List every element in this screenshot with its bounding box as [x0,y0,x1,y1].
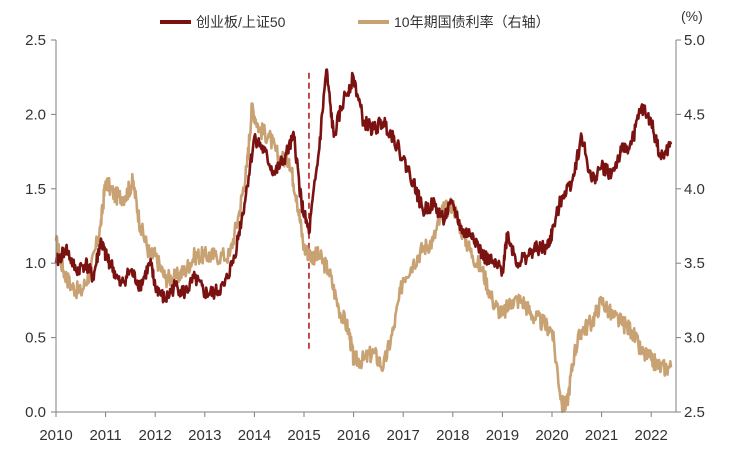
legend: 创业板/上证50 10年期国债利率（右轴） [160,14,550,30]
x-tick-label: 2017 [387,427,420,444]
y-left-tick-label: 0.0 [25,404,46,421]
y-right-tick-label: 5.0 [684,32,705,49]
y-left-tick-label: 2.5 [25,32,46,49]
y-right-tick-label: 4.0 [684,181,705,198]
axes: 2010 2011 2012 2013 2014 2015 2016 2017 2018 2019… [25,32,705,444]
y-left-tick-label: 2.0 [25,106,46,123]
series-line-bond-yield [54,102,673,414]
x-tick-label: 2010 [39,427,72,444]
series-line-chinext-sse50 [54,68,673,304]
y-right-tick-label: 2.5 [684,404,705,421]
y-left-tick-label: 1.5 [25,181,46,198]
x-tick-label: 2013 [188,427,221,444]
legend-label-series-2: 10年期国债利率（右轴） [394,14,550,30]
legend-label-series-1: 创业板/上证50 [196,14,286,30]
series-layer [54,68,673,414]
y-left-tick-label: 0.5 [25,330,46,347]
x-tick-label: 2019 [486,427,519,444]
x-tick-label: 2020 [535,427,568,444]
right-axis-unit: (%) [681,8,703,24]
x-tick-label: 2018 [436,427,469,444]
y-right-tick-label: 4.5 [684,106,705,123]
y-right-tick-label: 3.0 [684,330,705,347]
y-left-tick-label: 1.0 [25,255,46,272]
x-tick-label: 2022 [635,427,668,444]
y-right-tick-label: 3.5 [684,255,705,272]
x-tick-label: 2021 [585,427,618,444]
x-tick-label: 2011 [89,427,121,444]
x-tick-label: 2015 [287,427,320,444]
x-tick-label: 2016 [337,427,370,444]
x-tick-label: 2012 [139,427,172,444]
x-tick-label: 2014 [238,427,271,444]
